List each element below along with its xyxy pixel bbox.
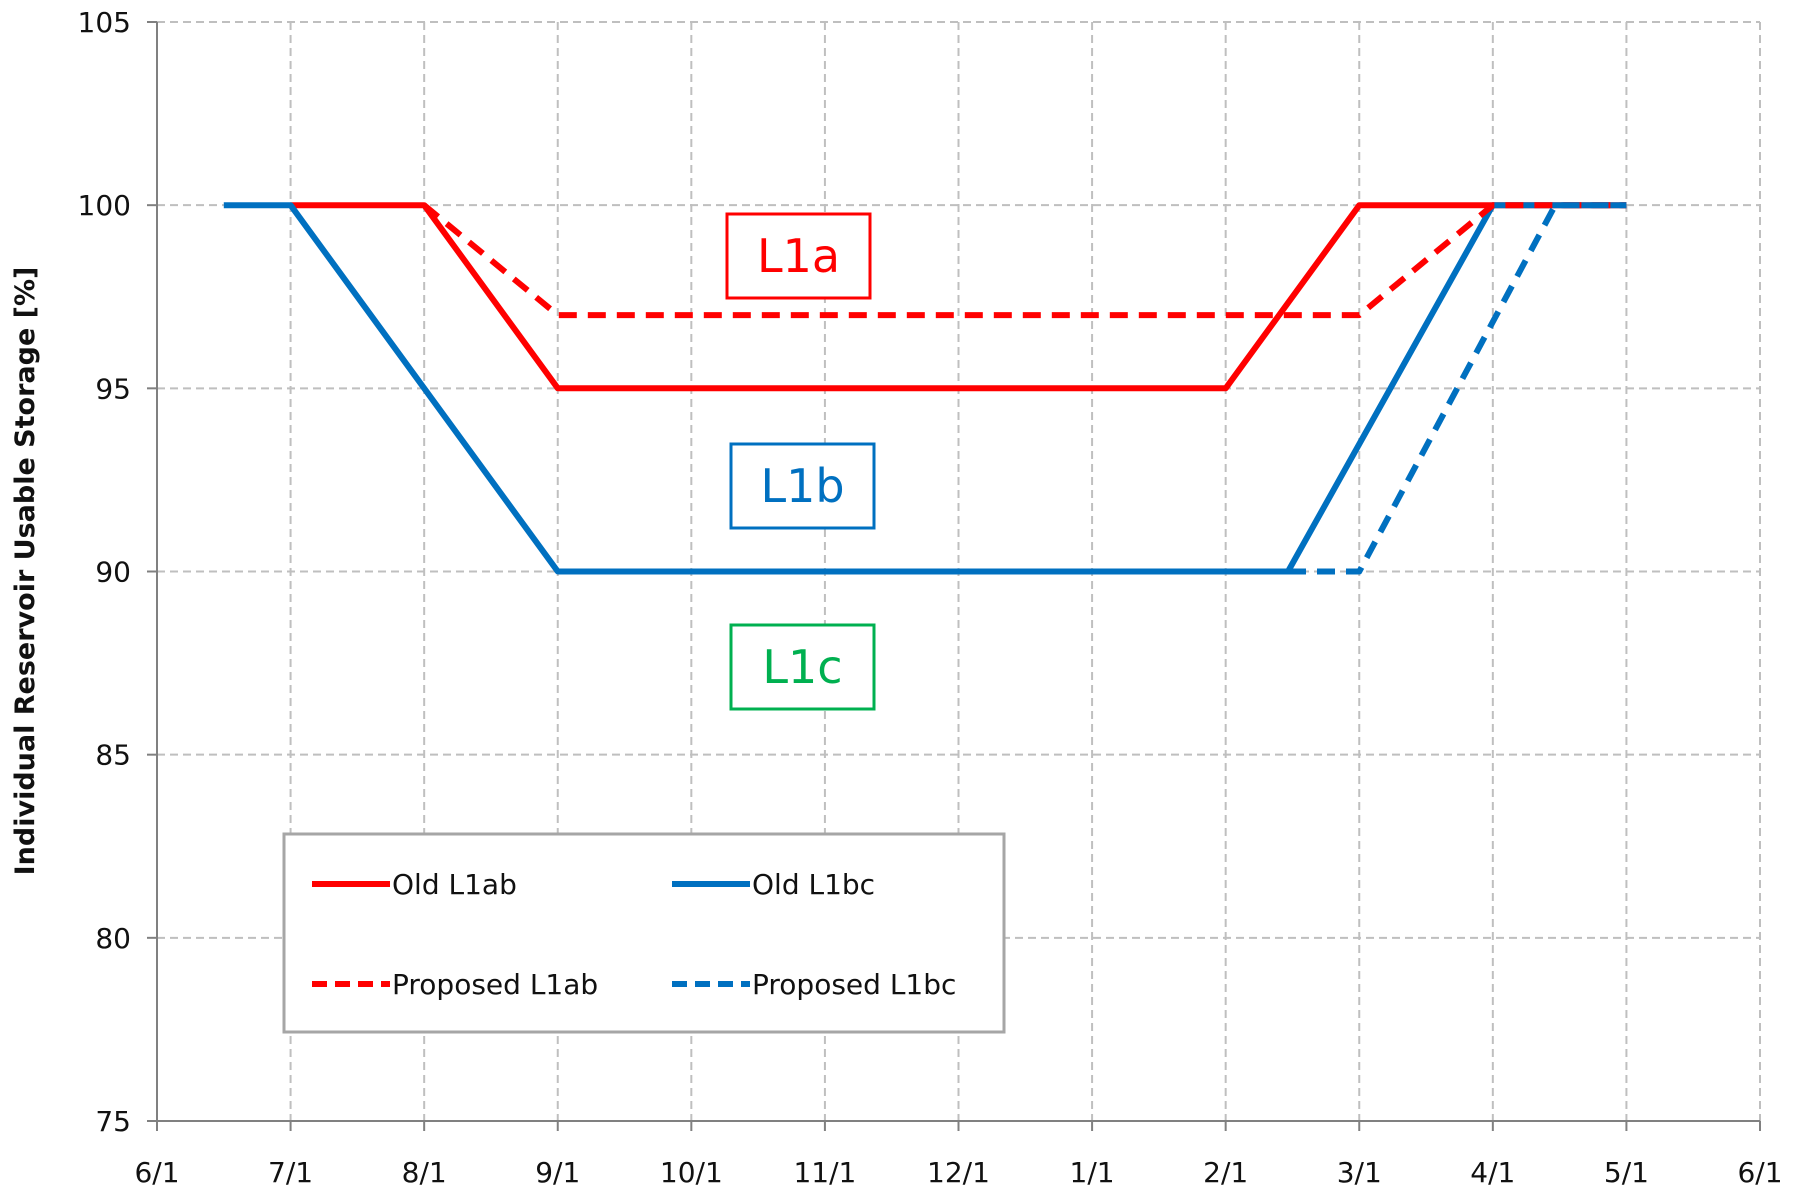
annotation-label: L1b	[760, 459, 844, 513]
y-tick-label: 105	[78, 6, 131, 39]
annotations: L1a L1b L1c	[725, 212, 876, 711]
y-tick-label: 85	[95, 739, 131, 772]
x-tick-label: 7/1	[268, 1156, 313, 1189]
x-tick-label: 2/1	[1203, 1156, 1248, 1189]
legend-label: Proposed L1ab	[392, 968, 598, 1001]
x-tick-label: 3/1	[1337, 1156, 1382, 1189]
legend-box	[282, 832, 1006, 1034]
annotation-label: L1a	[757, 229, 840, 283]
annotation-l1b: L1b	[729, 442, 876, 530]
x-tick-label: 8/1	[402, 1156, 447, 1189]
annotation-l1a: L1a	[725, 212, 872, 300]
series-line-proposed-l1bc	[1288, 202, 1627, 575]
x-tick-label: 5/1	[1604, 1156, 1649, 1189]
x-tick-label: 6/1	[1737, 1156, 1782, 1189]
series-line-proposed-l1ab	[422, 202, 1627, 319]
legend-label: Old L1bc	[752, 868, 875, 901]
annotation-box	[729, 442, 876, 530]
annotation-label: L1c	[762, 640, 842, 694]
y-tick-label: 95	[95, 372, 131, 405]
series-line-old-l1ab	[290, 202, 1627, 392]
legend-label: Old L1ab	[392, 868, 517, 901]
legend: Old L1ab Old L1bc Proposed L1ab Proposed L1…	[282, 832, 1006, 1034]
y-tick-label: 80	[95, 922, 131, 955]
series-lines	[223, 202, 1627, 575]
x-tick-label: 10/1	[660, 1156, 723, 1189]
x-tick-label: 12/1	[927, 1156, 990, 1189]
legend-label: Proposed L1bc	[752, 968, 956, 1001]
x-tick-label: 1/1	[1070, 1156, 1115, 1189]
x-tick-label: 11/1	[793, 1156, 856, 1189]
legend-entry: Proposed L1ab	[312, 968, 598, 1001]
y-tick-label: 100	[78, 189, 131, 222]
y-tick-label: 75	[95, 1105, 131, 1138]
annotation-box	[729, 623, 876, 711]
legend-entry: Old L1ab	[312, 868, 517, 901]
legend-entry: Old L1bc	[672, 868, 875, 901]
legend-entry: Proposed L1bc	[672, 968, 956, 1001]
annotation-l1c: L1c	[729, 623, 876, 711]
y-axis-label: Individual Reservoir Usable Storage [%]	[10, 267, 41, 876]
y-tick-label: 90	[95, 556, 131, 589]
x-tick-label: 9/1	[535, 1156, 580, 1189]
x-tick-label: 6/1	[134, 1156, 179, 1189]
annotation-box	[725, 212, 872, 300]
axes: 75 80 85 90 95 100 105 6/1 7/1 8/1 9/1 10/1 11/1 12/1…	[78, 6, 1783, 1189]
x-tick-label: 4/1	[1470, 1156, 1515, 1189]
